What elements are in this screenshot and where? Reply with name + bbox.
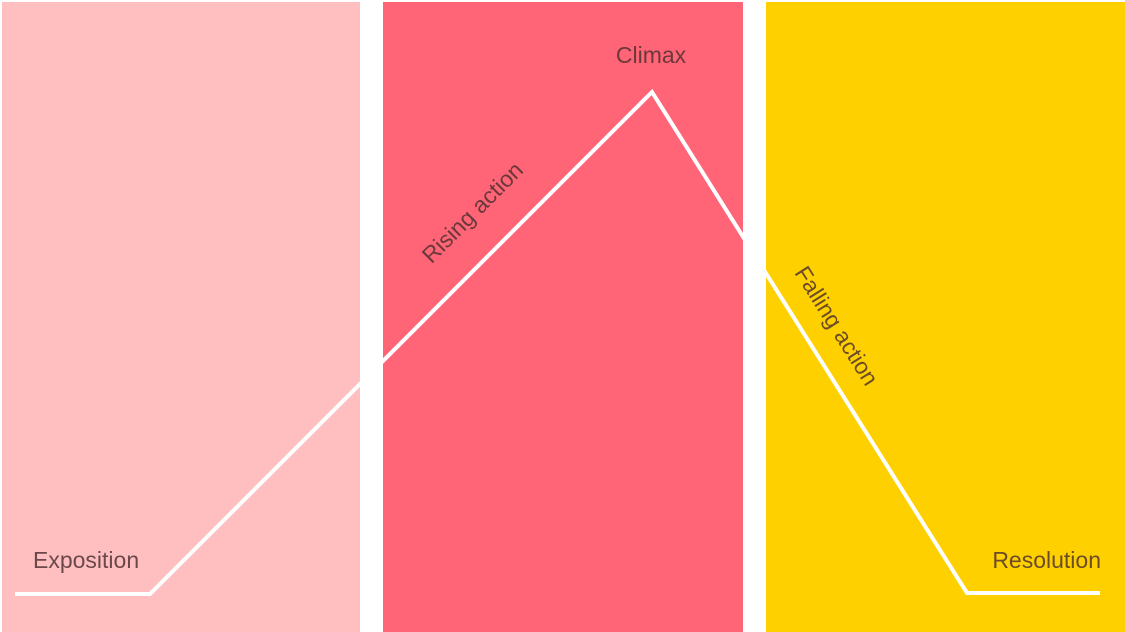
exposition-panel xyxy=(2,2,360,632)
label-rising-action: Rising action xyxy=(417,157,529,269)
label-exposition: Exposition xyxy=(33,547,139,573)
falling-action-panel xyxy=(766,2,1125,632)
plot-arc-line xyxy=(15,88,1100,596)
label-climax: Climax xyxy=(616,42,687,68)
label-resolution: Resolution xyxy=(992,547,1101,573)
rising-action-panel xyxy=(383,2,743,632)
label-falling-action: Falling action xyxy=(790,261,884,390)
